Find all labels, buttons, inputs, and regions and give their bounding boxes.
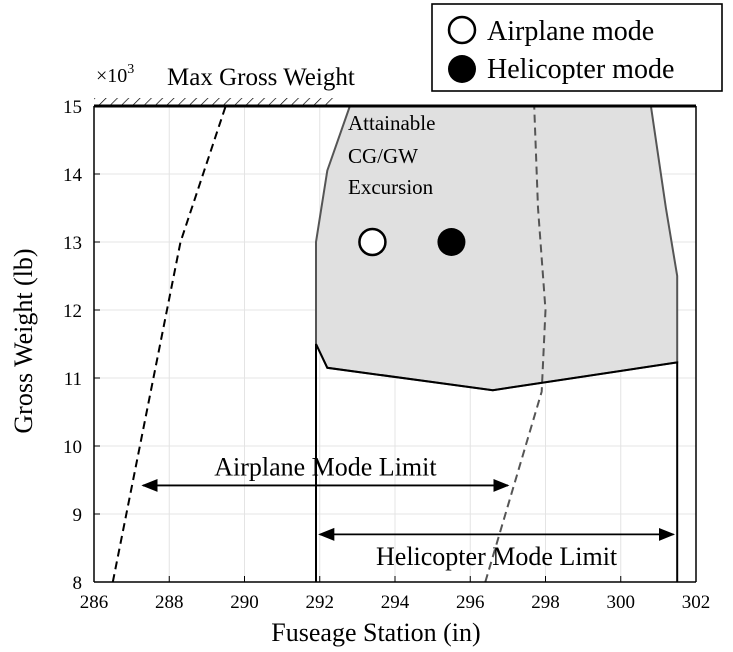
mode-limit-line-1	[315, 343, 679, 582]
axes: 286 288 290 292 294 296 298 300 302 8 9 10 11 12 13 14 1…	[63, 97, 710, 613]
excursion-label-line-1: Attainable	[348, 111, 435, 135]
y-tick-label: 15	[63, 97, 82, 118]
legend: Airplane mode Helicopter mode	[431, 3, 723, 92]
x-tick-label: 288	[155, 592, 184, 613]
x-tick-label: 298	[531, 592, 560, 613]
x-axis-label: Fuseage Station (in)	[271, 618, 480, 647]
legend-marker-helicopter	[448, 55, 476, 83]
y-tick-label: 14	[63, 165, 83, 186]
points-layer	[358, 227, 466, 257]
point-helicopter-mode	[437, 228, 466, 256]
dashed-limit-curve-1	[111, 105, 227, 583]
y-multiplier-exponent: 3	[127, 62, 134, 77]
x-tick-label: 294	[381, 592, 410, 613]
x-tick-label: 300	[607, 592, 636, 613]
excursion-label: Attainable CG/GW Excursion	[348, 111, 441, 199]
y-multiplier-base: ×10	[96, 65, 127, 87]
y-tick-label: 9	[73, 505, 83, 526]
point-airplane-mode	[358, 227, 387, 257]
y-tick-label: 11	[64, 369, 82, 390]
excursion-label-line-2: CG/GW	[348, 144, 418, 168]
annotations-layer: Airplane Mode Limit Helicopter Mode Limit	[141, 452, 676, 571]
x-tick-label: 302	[682, 592, 711, 613]
y-tick-label: 10	[63, 437, 82, 458]
legend-label-airplane: Airplane mode	[487, 16, 654, 47]
annotation-label-1: Airplane Mode Limit	[214, 452, 437, 481]
y-tick-label: 13	[63, 233, 82, 254]
max-gross-weight-hatch	[94, 98, 336, 106]
legend-box	[431, 3, 723, 92]
legend-label-helicopter: Helicopter mode	[487, 54, 674, 85]
limit-lines-layer	[111, 105, 679, 583]
y-multiplier: ×103	[96, 62, 134, 87]
x-tick-label: 296	[456, 592, 485, 613]
y-tick-label: 12	[63, 301, 82, 322]
annotation-label-2: Helicopter Mode Limit	[376, 542, 618, 571]
x-tick-label: 290	[230, 592, 259, 613]
y-tick-label: 8	[73, 573, 83, 594]
dashed-limit-curve-2	[484, 105, 547, 583]
excursion-label-line-3: Excursion	[348, 175, 434, 199]
x-tick-label: 292	[306, 592, 335, 613]
legend-marker-airplane	[447, 15, 477, 45]
x-tick-label: 286	[80, 592, 109, 613]
y-axis-label: Gross Weight (lb)	[9, 248, 38, 433]
max-gross-weight-label: Max Gross Weight	[167, 64, 355, 91]
